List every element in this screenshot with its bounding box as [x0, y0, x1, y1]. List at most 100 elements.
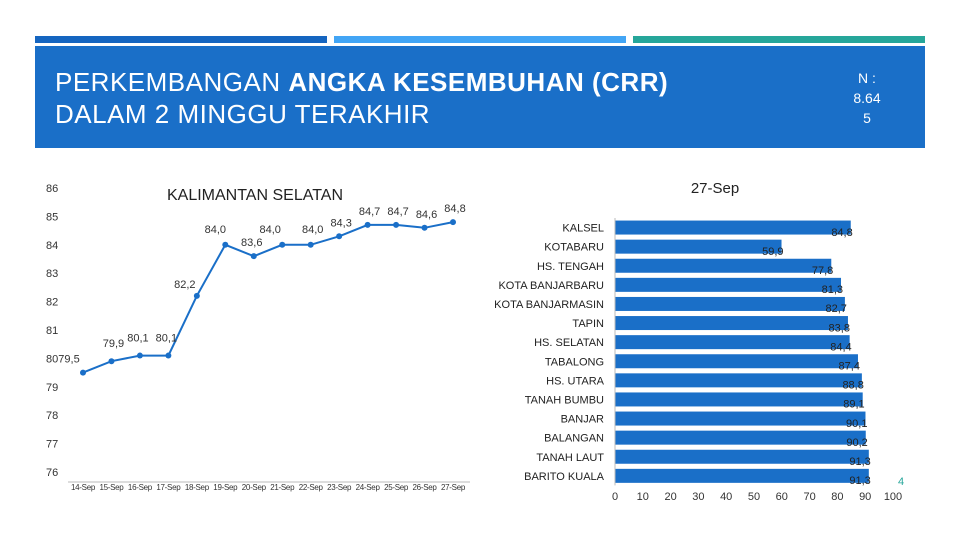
bar-category-label: BANJAR — [561, 414, 604, 426]
line-x-tick-label: 16-Sep — [128, 483, 153, 492]
line-data-point — [364, 221, 371, 228]
line-data-label: 84,0 — [260, 224, 281, 236]
top-accent-bar-1 — [35, 36, 327, 43]
bar-x-tick-label: 0 — [612, 491, 618, 503]
line-data-point — [421, 224, 428, 231]
line-data-label: 84,7 — [387, 206, 408, 218]
bar-category-label: HS. SELATAN — [534, 337, 604, 349]
bar-category-label: KOTA BANJARMASIN — [494, 299, 604, 311]
bar-category-label: BALANGAN — [544, 433, 604, 445]
note-line-2: 8.64 — [853, 90, 881, 106]
line-data-point — [450, 219, 456, 226]
bar-x-tick-label: 50 — [748, 491, 760, 503]
bar-x-tick-label: 90 — [859, 491, 871, 503]
bar-category-label: KALSEL — [562, 223, 604, 235]
bar-x-tick-label: 100 — [884, 491, 902, 503]
bar-4 — [615, 296, 845, 311]
bar-x-tick-label: 80 — [831, 491, 843, 503]
line-data-label: 84,8 — [444, 203, 465, 215]
line-x-tick-label: 24-Sep — [356, 483, 381, 492]
line-x-tick-label: 27-Sep — [441, 483, 466, 492]
bar-category-label: KOTABARU — [544, 242, 604, 254]
bar-category-label: TANAH LAUT — [536, 452, 604, 464]
line-x-tick-label: 21-Sep — [270, 483, 295, 492]
line-data-point — [393, 221, 400, 228]
bar-value-label: 82,7 — [825, 303, 846, 315]
line-data-point — [80, 369, 86, 376]
bar-value-label: 91,3 — [849, 456, 870, 468]
sample-size-note: N : 8.64 5 — [837, 68, 897, 128]
bar-x-tick-label: 60 — [776, 491, 788, 503]
line-y-tick-label: 79 — [46, 382, 58, 394]
line-x-tick-label: 20-Sep — [242, 483, 267, 492]
line-y-tick-label: 77 — [46, 439, 58, 451]
bar-chart-title: 27-Sep — [691, 180, 739, 197]
bar-value-label: 90,2 — [846, 437, 867, 449]
title-line1-regular: PERKEMBANGAN — [55, 67, 289, 97]
bar-x-tick-label: 30 — [692, 491, 704, 503]
line-data-label: 83,6 — [241, 237, 262, 249]
bar-category-label: HS. TENGAH — [537, 261, 604, 273]
line-x-tick-label: 17-Sep — [156, 483, 181, 492]
line-data-label: 79,9 — [103, 338, 124, 350]
bar-value-label: 91,3 — [849, 475, 870, 487]
bar-category-label: TANAH BUMBU — [525, 394, 604, 406]
line-x-tick-label: 26-Sep — [413, 483, 438, 492]
line-y-tick-label: 76 — [46, 467, 58, 479]
bar-11 — [615, 430, 866, 445]
line-x-tick-label: 14-Sep — [71, 483, 96, 492]
bar-value-label: 83,8 — [829, 322, 850, 334]
bar-category-label: TAPIN — [572, 318, 604, 330]
line-data-label: 82,2 — [174, 279, 195, 291]
line-x-tick-label: 18-Sep — [185, 483, 210, 492]
bar-category-label: HS. UTARA — [546, 375, 605, 387]
line-data-point — [222, 241, 229, 248]
bar-6 — [615, 335, 850, 350]
title-banner: PERKEMBANGAN ANGKA KESEMBUHAN (CRR) DALA… — [35, 46, 925, 148]
bar-7 — [615, 354, 858, 369]
bar-2 — [615, 258, 832, 273]
line-data-point — [108, 358, 115, 365]
bar-10 — [615, 411, 866, 426]
bar-12 — [615, 449, 869, 464]
bar-value-label: 88,8 — [842, 380, 863, 392]
top-accent-bar-2 — [334, 36, 626, 43]
page-number: 4 — [898, 476, 905, 488]
bar-3 — [615, 277, 842, 292]
bar-x-tick-label: 40 — [720, 491, 732, 503]
bar-value-label: 81,3 — [822, 284, 843, 296]
bar-value-label: 59,9 — [762, 246, 783, 258]
note-line-1: N : — [858, 70, 876, 86]
line-data-label: 79,5 — [58, 354, 79, 366]
line-data-label: 84,0 — [205, 224, 226, 236]
bar-value-label: 84,8 — [831, 227, 852, 239]
line-y-tick-label: 82 — [46, 297, 58, 309]
line-x-tick-label: 22-Sep — [299, 483, 324, 492]
line-chart-title: KALIMANTAN SELATAN — [167, 187, 343, 204]
line-data-label: 80,1 — [127, 333, 148, 345]
line-data-label: 84,7 — [359, 206, 380, 218]
line-data-point — [193, 292, 200, 299]
page-title: PERKEMBANGAN ANGKA KESEMBUHAN (CRR) DALA… — [55, 66, 668, 130]
line-series-path — [82, 221, 454, 374]
bar-value-label: 90,1 — [846, 418, 867, 430]
title-line2: DALAM 2 MINGGU TERAKHIR — [55, 99, 431, 129]
bar-value-label: 84,4 — [830, 341, 851, 353]
bar-category-label: KOTA BANJARBARU — [498, 280, 604, 292]
line-x-tick-label: 25-Sep — [384, 483, 409, 492]
note-line-3: 5 — [863, 110, 871, 126]
bar-9 — [615, 392, 863, 407]
bar-category-label: TABALONG — [545, 356, 604, 368]
bar-category-label: BARITO KUALA — [524, 471, 605, 483]
line-data-point — [279, 241, 286, 248]
line-data-point — [250, 253, 257, 260]
line-y-tick-label: 81 — [46, 325, 58, 337]
bar-value-label: 87,4 — [839, 360, 860, 372]
bar-x-tick-label: 10 — [637, 491, 649, 503]
line-y-tick-label: 86 — [46, 183, 58, 195]
bar-x-tick-label: 20 — [664, 491, 676, 503]
bar-value-label: 77,8 — [812, 265, 833, 277]
line-x-tick-label: 23-Sep — [327, 483, 352, 492]
bar-x-tick-label: 70 — [803, 491, 815, 503]
